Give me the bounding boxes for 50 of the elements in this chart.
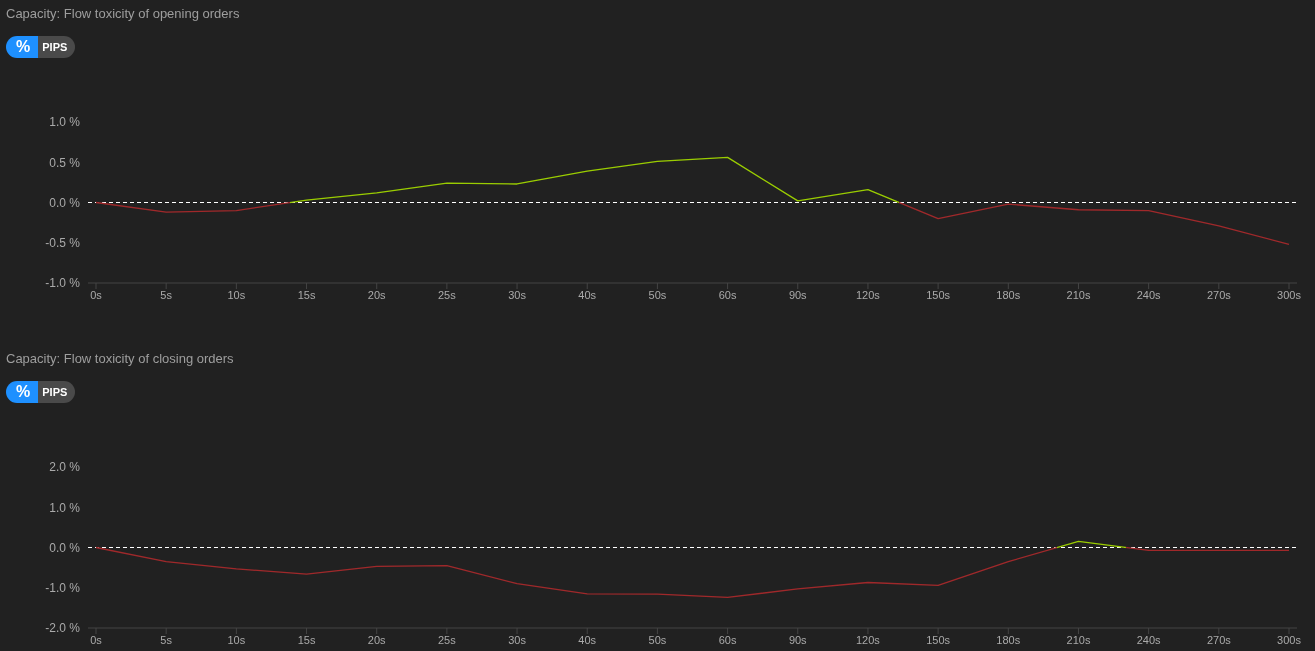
y-tick-label: -0.5 % [45,236,81,251]
x-tick-label: 50s [648,288,667,301]
x-tick-label: 90s [788,288,808,301]
x-tick-label: 30s [508,633,527,646]
x-tick-label: 60s [718,633,737,646]
y-tick-label: -1.0 % [45,276,81,291]
x-tick-label: 25s [438,633,457,646]
chart-title: Capacity: Flow toxicity of opening orders [6,5,241,23]
y-tick-label: 2.0 % [49,460,81,475]
y-tick-label: 0.5 % [49,155,81,170]
x-tick-label: 240s [1136,633,1162,646]
x-tick-label: 150s [926,288,951,301]
x-tick-label: 0s [90,633,103,646]
x-tick-label: 120s [856,288,881,301]
y-tick-label: 0.0 % [49,540,81,555]
x-tick-label: 50s [648,633,667,646]
x-tick-label: 20s [367,288,387,301]
x-tick-label: 20s [367,633,387,646]
x-tick-label: 270s [1206,288,1232,301]
x-tick-label: 40s [578,633,597,646]
x-tick-label: 270s [1206,633,1232,646]
x-tick-label: 5s [160,288,173,301]
chart-title: Capacity: Flow toxicity of closing orders [6,350,235,368]
x-tick-label: 0s [90,288,103,301]
x-tick-label: 180s [996,633,1021,646]
x-tick-label: 210s [1066,288,1091,301]
x-tick-label: 210s [1066,633,1091,646]
x-tick-label: 300s [1277,288,1302,301]
y-tick-label: -2.0 % [45,621,81,636]
y-tick-label: 1.0 % [49,115,81,130]
x-tick-label: 120s [856,633,881,646]
y-tick-label: -1.0 % [45,581,81,596]
line-series [95,540,1290,599]
x-tick-label: 10s [227,633,246,646]
x-tick-label: 300s [1277,633,1302,646]
x-tick-label: 90s [788,633,808,646]
x-tick-label: 240s [1136,288,1162,301]
y-tick-label: 1.0 % [49,500,81,515]
x-tick-label: 15s [297,288,316,301]
x-tick-label: 150s [926,633,951,646]
x-tick-label: 10s [227,288,246,301]
x-tick-label: 60s [718,288,737,301]
x-tick-label: 25s [438,288,457,301]
x-tick-label: 15s [297,633,316,646]
x-tick-label: 40s [578,288,597,301]
y-tick-label: 0.0 % [49,195,81,210]
x-tick-label: 5s [160,633,173,646]
line-series [95,156,1290,246]
x-tick-label: 180s [996,288,1021,301]
x-tick-label: 30s [508,288,527,301]
